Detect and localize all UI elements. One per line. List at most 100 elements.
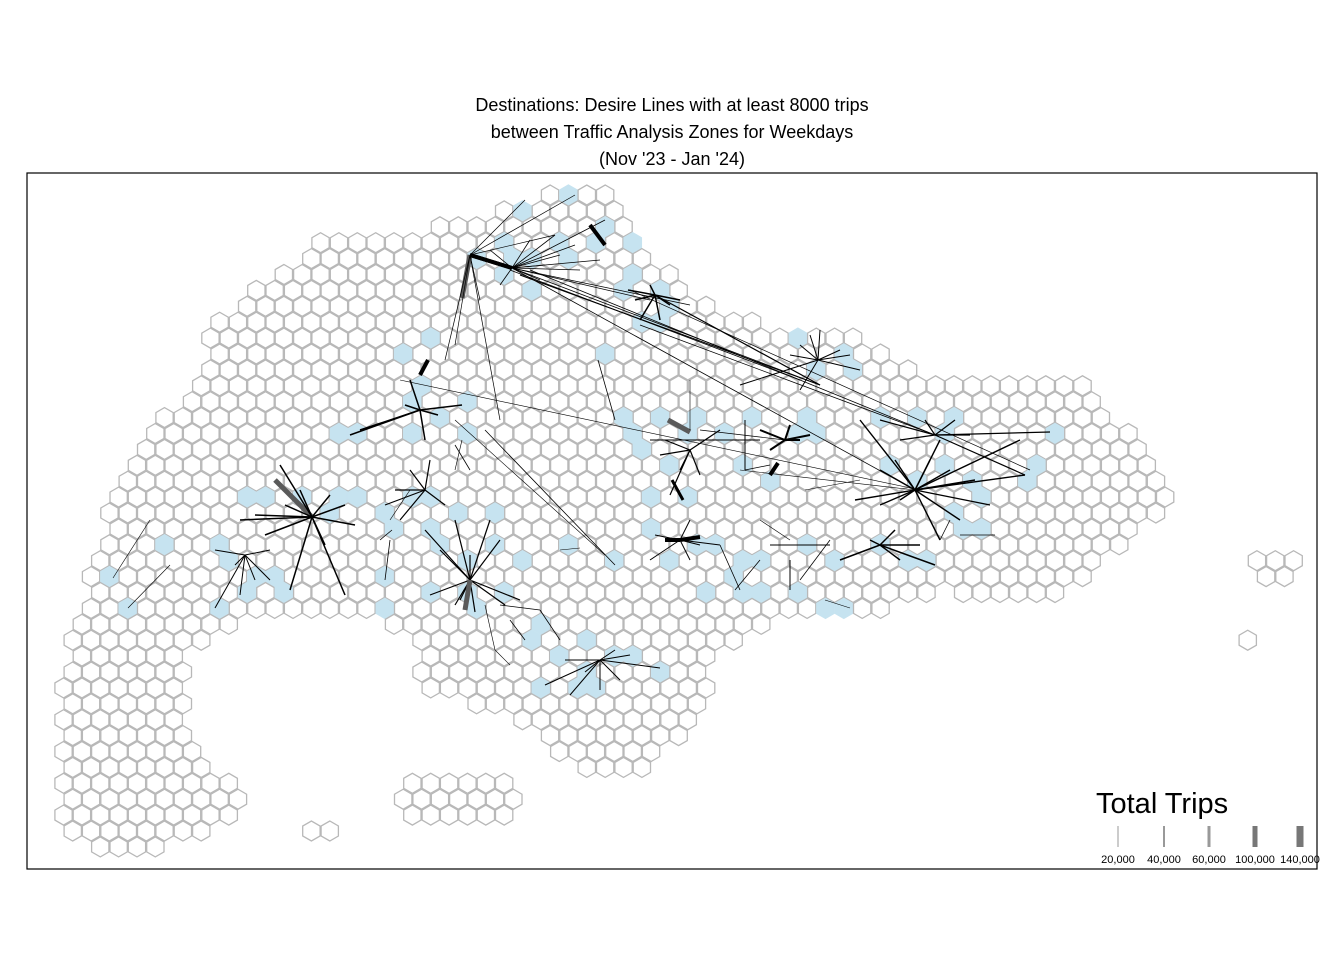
zone-hexagon (595, 629, 615, 651)
zone-hexagon (816, 565, 835, 588)
active-zone-hexagon (733, 454, 753, 477)
zone-hexagon (623, 518, 643, 540)
desire-line (511, 219, 606, 269)
zone-hexagon (448, 406, 468, 429)
zone-hexagon (283, 279, 303, 302)
zone-hexagon (412, 279, 431, 302)
active-zone-hexagon (834, 343, 854, 365)
active-zone-hexagon (237, 486, 257, 508)
zone-hexagon (549, 518, 569, 540)
active-zone-hexagon (210, 597, 229, 620)
zone-hexagon (393, 565, 413, 588)
zone-hexagon (531, 581, 551, 604)
zone-hexagon (320, 565, 340, 588)
zone-hexagon (1008, 390, 1028, 413)
zone-hexagon (963, 406, 982, 429)
zone-hexagon (439, 613, 459, 636)
zone-hexagon (311, 231, 330, 254)
zone-hexagon (605, 486, 624, 508)
zone-hexagon (201, 581, 220, 604)
zone-hexagon (1119, 454, 1138, 477)
zone-hexagon (586, 295, 606, 318)
zone-hexagon (586, 422, 606, 445)
zone-hexagon (412, 661, 431, 683)
zone-hexagon (476, 486, 496, 508)
zone-hexagon (393, 597, 413, 620)
zone-hexagon (669, 343, 688, 365)
zone-hexagon (155, 597, 174, 620)
title-line-2: between Traffic Analysis Zones for Weekd… (490, 122, 854, 142)
zone-hexagon (595, 693, 615, 715)
zone-hexagon (173, 820, 193, 842)
zone-hexagon (467, 279, 486, 302)
desire-line (379, 529, 393, 541)
zone-hexagon (146, 772, 165, 795)
zone-hexagon (458, 295, 477, 318)
zone-hexagon (806, 581, 826, 604)
zone-hexagon (568, 200, 587, 222)
zone-hexagon (347, 295, 367, 318)
zone-hexagon (880, 390, 900, 413)
zone-hexagon (761, 534, 780, 556)
zone-hexagon (660, 390, 679, 413)
zone-hexagon (641, 740, 661, 763)
zone-hexagon (448, 470, 468, 492)
desire-line (654, 534, 681, 541)
zone-hexagon (182, 613, 202, 636)
zone-hexagon (458, 454, 477, 477)
zone-hexagon (412, 597, 431, 620)
zone-hexagon (1036, 470, 1056, 492)
zone-hexagon (256, 581, 275, 604)
zone-hexagon (1064, 422, 1083, 445)
zone-hexagon (614, 724, 633, 747)
zone-hexagon (311, 295, 330, 318)
zone-hexagon (779, 470, 799, 492)
zone-hexagon (614, 216, 633, 238)
zone-hexagon (650, 565, 670, 588)
active-zone-hexagon (485, 534, 505, 556)
zone-hexagon (522, 470, 542, 492)
zone-hexagon (706, 470, 725, 492)
zone-hexagon (191, 470, 211, 492)
active-zone-hexagon (907, 406, 927, 429)
zone-hexagon (632, 470, 652, 492)
zone-hexagon (182, 486, 202, 508)
zone-hexagon (63, 724, 83, 747)
zone-hexagon (403, 549, 422, 572)
zone-hexagon (696, 518, 716, 540)
zone-hexagon (485, 661, 505, 683)
zone-hexagon (907, 502, 927, 524)
zone-hexagon (559, 470, 578, 492)
zone-hexagon (715, 581, 734, 604)
desire-line (639, 324, 936, 436)
zone-hexagon (90, 613, 110, 636)
zone-hexagon (696, 549, 716, 572)
zone-hexagon (237, 390, 257, 413)
zone-hexagon (733, 359, 753, 381)
zone-hexagon (247, 470, 266, 492)
zone-hexagon (494, 613, 514, 636)
desire-line (824, 599, 851, 609)
active-zone-hexagon (522, 629, 542, 651)
zone-hexagon (1100, 422, 1120, 445)
zone-hexagon (164, 581, 184, 604)
legend-label: 60,000 (1192, 854, 1226, 866)
zone-hexagon (81, 629, 101, 651)
zone-hexagon (862, 486, 881, 508)
zone-hexagon (448, 216, 468, 238)
zone-hexagon (586, 549, 606, 572)
zone-hexagon (136, 820, 156, 842)
zone-hexagon (109, 549, 128, 572)
desire-line (799, 539, 831, 581)
zone-hexagon (614, 438, 633, 461)
zone-hexagon (100, 756, 119, 779)
zone-hexagon (742, 343, 762, 365)
zone-hexagon (265, 343, 284, 365)
zone-hexagon (880, 549, 900, 572)
zone-hexagon (614, 756, 633, 779)
zone-hexagon (614, 375, 633, 397)
desire-line (654, 294, 821, 386)
zone-hexagon (338, 502, 358, 524)
zone-hexagon (421, 613, 441, 636)
zone-hexagon (201, 454, 220, 477)
